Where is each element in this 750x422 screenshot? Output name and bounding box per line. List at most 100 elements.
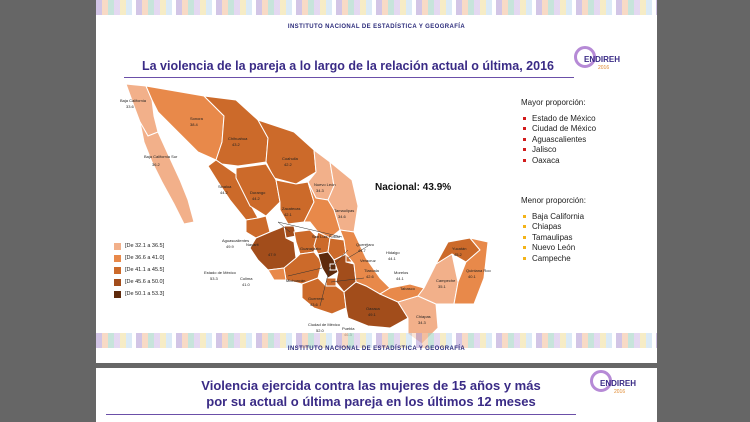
decorative-band-bottom [96, 333, 657, 348]
legend-swatch [114, 254, 121, 262]
bullet-icon [523, 137, 526, 141]
value-zacatecas: 42.1 [284, 212, 293, 217]
title-divider [124, 77, 574, 78]
region-chihuahua [202, 95, 269, 167]
slide2-title-line2: por su actual o última pareja en los últ… [206, 394, 536, 409]
list-item: Tamaulipas [521, 232, 586, 243]
list-item-text: Oaxaca [532, 155, 560, 165]
label-nayarit: Nayarit [246, 242, 260, 247]
label-nuevo-leon: Nuevo León [314, 182, 336, 187]
label-sinaloa: Sinaloa [218, 184, 232, 189]
label-oaxaca: Oaxaca [366, 306, 381, 311]
list-item: Aguascalientes [521, 134, 596, 145]
value-sinaloa: 44.2 [220, 190, 229, 195]
leader-lines [277, 221, 369, 307]
mexico-choropleth-map: Baja California 33.6 Baja California Sur… [120, 83, 491, 345]
endireh-logo-2: ENDIREH 2016 [588, 370, 636, 400]
label-queretaro: Querétaro [356, 242, 375, 247]
legend-swatch [114, 290, 121, 298]
value-queretaro: 44.7 [358, 248, 367, 253]
value-estado-de-mexico: 53.3 [210, 276, 219, 281]
region-ciudad-de-mexico [329, 263, 337, 271]
label-veracruz: Veracruz [360, 258, 376, 263]
logo-ring-icon [574, 46, 596, 68]
list-item: Oaxaca [521, 155, 596, 166]
slide-violencia-12-meses: Violencia ejercida contra las mujeres de… [96, 368, 657, 422]
mayor-heading: Mayor proporción: [521, 98, 586, 107]
list-item-text: Estado de México [532, 113, 596, 123]
bullet-icon [523, 158, 526, 162]
logo-year: 2016 [614, 389, 626, 395]
value-ciudad-de-mexico: 52.0 [316, 328, 325, 333]
label-michoacan: Michoacán [286, 278, 305, 283]
value-jalisco: 47.9 [268, 252, 277, 257]
value-coahuila: 42.2 [284, 162, 293, 167]
bullet-icon [523, 235, 526, 239]
label-guanajuato: Guanajuato [300, 246, 321, 251]
value-hidalgo: 44.1 [388, 256, 397, 261]
value-nuevo-leon: 34.3 [316, 188, 325, 193]
list-item: Campeche [521, 253, 586, 264]
label-campeche: Campeche [436, 278, 456, 283]
label-colima: Colima [240, 276, 253, 281]
region-jalisco [249, 225, 297, 271]
legend-swatch [114, 266, 121, 274]
title-bar: La violencia de la pareja a lo largo de … [96, 46, 657, 78]
bullet-icon [523, 246, 526, 250]
legend-item: [De 50.1 a 53.3] [114, 288, 164, 300]
slide-title: La violencia de la pareja a lo largo de … [142, 59, 554, 73]
label-san-luis-potosi: San Luis Potosí [312, 234, 341, 239]
value-tlaxcala: 42.6 [366, 274, 375, 279]
value-tamaulipas: 34.6 [338, 214, 347, 219]
slide-violencia-pareja: INSTITUTO NACIONAL DE ESTADÍSTICA Y GEOG… [96, 0, 657, 363]
list-item: Nuevo León [521, 243, 586, 254]
menor-proporcion-panel: Menor proporción: Baja California Chiapa… [521, 196, 586, 264]
region-colima [267, 267, 287, 281]
bullet-icon [523, 127, 526, 131]
value-chihuahua: 43.2 [232, 142, 241, 147]
list-item: Baja California [521, 211, 586, 222]
label-estado-de-mexico: Estado de México [204, 270, 237, 275]
legend-swatch [114, 278, 121, 286]
logo-ring-icon [590, 370, 612, 392]
list-item-text: Campeche [532, 253, 571, 263]
value-baja-california: 33.6 [126, 104, 135, 109]
list-item: Ciudad de México [521, 124, 596, 135]
legend-item: [De 32.1 a 36.5] [114, 240, 164, 252]
legend-item: [De 41.1 a 45.5] [114, 264, 164, 276]
legend-label: [De 32.1 a 36.5] [125, 243, 165, 249]
list-item-text: Tamaulipas [532, 232, 573, 242]
label-baja-california: Baja California [120, 98, 147, 103]
label-tamaulipas: Tamaulipas [334, 208, 354, 213]
value-aguascalientes: 49.9 [226, 244, 235, 249]
institute-footer: INSTITUTO NACIONAL DE ESTADÍSTICA Y GEOG… [287, 346, 466, 352]
list-item: Estado de México [521, 113, 596, 124]
value-durango: 44.2 [252, 196, 261, 201]
legend-label: [De 41.1 a 45.5] [125, 267, 165, 273]
label-coahuila: Coahuila [282, 156, 299, 161]
list-item-text: Aguascalientes [532, 134, 587, 144]
institute-header: INSTITUTO NACIONAL DE ESTADÍSTICA Y GEOG… [287, 24, 466, 30]
bullet-icon [523, 116, 526, 120]
region-durango [235, 163, 281, 217]
list-item: Chiapas [521, 222, 586, 233]
bullet-icon [523, 225, 526, 229]
bullet-icon [523, 214, 526, 218]
legend-label: [De 45.6 a 50.0] [125, 279, 165, 285]
label-ciudad-de-mexico: Ciudad de México [308, 322, 341, 327]
label-chiapas: Chiapas [416, 314, 431, 319]
value-yucatan: 45.2 [454, 252, 463, 257]
label-tlaxcala: Tlaxcala [364, 268, 380, 273]
label-morelos: Morelos [394, 270, 408, 275]
label-yucatan: Yucatán [452, 246, 466, 251]
region-baja-california-sur [139, 121, 195, 225]
legend-swatch [114, 242, 121, 250]
label-aguascalientes: Aguascalientes [222, 238, 249, 243]
list-item-text: Ciudad de México [532, 124, 597, 134]
label-durango: Durango [250, 190, 266, 195]
value-colima: 41.0 [242, 282, 251, 287]
legend-item: [De 36.6 a 41.0] [114, 252, 164, 264]
menor-heading: Menor proporción: [521, 196, 586, 205]
label-tabasco: Tabasco [400, 286, 416, 291]
value-morelos: 44.1 [396, 276, 405, 281]
